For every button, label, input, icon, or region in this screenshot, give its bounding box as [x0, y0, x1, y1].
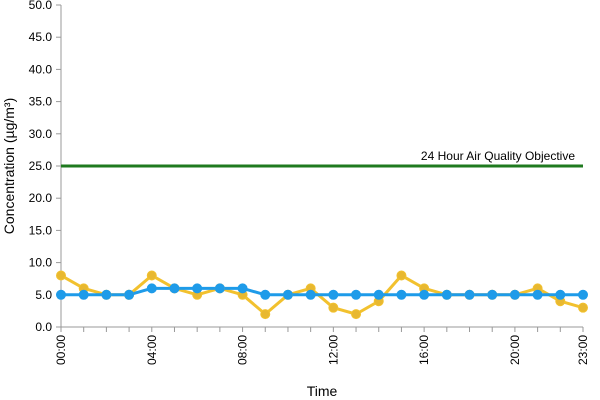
series-2-point	[419, 289, 430, 300]
series-2-point	[578, 289, 588, 300]
series-2-point	[260, 289, 271, 300]
y-tick-label: 0.0	[35, 320, 52, 334]
series-1-point	[328, 302, 339, 313]
x-tick-label: 16:00	[417, 335, 431, 365]
series-2-point	[78, 289, 89, 300]
series-group	[56, 270, 588, 320]
series-2-point	[214, 283, 225, 294]
series-2-point	[328, 289, 339, 300]
series-2-point	[555, 289, 566, 300]
series-1-point	[396, 270, 407, 281]
series-2-point	[396, 289, 407, 300]
series-2-point	[282, 289, 293, 300]
y-tick-label: 30.0	[29, 127, 53, 141]
series-1-point	[56, 270, 66, 281]
series-2-point	[237, 283, 248, 294]
series-1-point	[351, 309, 362, 320]
y-tick-label: 10.0	[29, 256, 53, 270]
series-2-point	[146, 283, 157, 294]
x-tick-label: 04:00	[145, 335, 159, 365]
x-tick-label: 12:00	[326, 335, 340, 365]
series-2-point	[509, 289, 520, 300]
series-2-point	[305, 289, 316, 300]
series-2-point	[464, 289, 475, 300]
y-tick-label: 40.0	[29, 62, 53, 76]
y-tick-label: 35.0	[29, 95, 53, 109]
y-tick-label: 45.0	[29, 30, 53, 44]
series-2-point	[192, 283, 203, 294]
series-2-point	[373, 289, 384, 300]
series-2-point	[532, 289, 543, 300]
series-2-point	[351, 289, 362, 300]
y-axis-title: Concentration (µg/m³)	[1, 98, 17, 234]
x-tick-label: 00:00	[54, 335, 68, 365]
series-1-point	[578, 302, 588, 313]
series-2-point	[56, 289, 66, 300]
reference-line-label: 24 Hour Air Quality Objective	[421, 149, 575, 163]
series-2-point	[441, 289, 452, 300]
x-tick-label: 23:00	[576, 335, 590, 365]
x-ticks: 00:00 04:00 08:00 12:00 16:00 20:00 23:00	[54, 327, 590, 365]
y-tick-label: 50.0	[29, 0, 53, 12]
y-tick-label: 15.0	[29, 223, 53, 237]
series-2-point	[169, 283, 180, 294]
x-tick-label: 20:00	[508, 335, 522, 365]
x-tick-label: 08:00	[236, 335, 250, 365]
series-1-point	[260, 309, 271, 320]
series-1-point	[146, 270, 157, 281]
y-ticks: 0.0 5.0 10.0 15.0 20.0 25.0 30.0 35.0 40.0 45.0 50…	[29, 0, 61, 334]
series-2-line	[61, 286, 583, 297]
series-2-point	[487, 289, 498, 300]
y-tick-label: 5.0	[35, 288, 52, 302]
y-tick-label: 20.0	[29, 191, 53, 205]
series-2-point	[101, 289, 112, 300]
reference-line-group: 24 Hour Air Quality Objective	[61, 149, 583, 168]
x-axis-title: Time	[307, 383, 338, 399]
series-2-point	[124, 289, 135, 300]
y-tick-label: 25.0	[29, 159, 53, 173]
